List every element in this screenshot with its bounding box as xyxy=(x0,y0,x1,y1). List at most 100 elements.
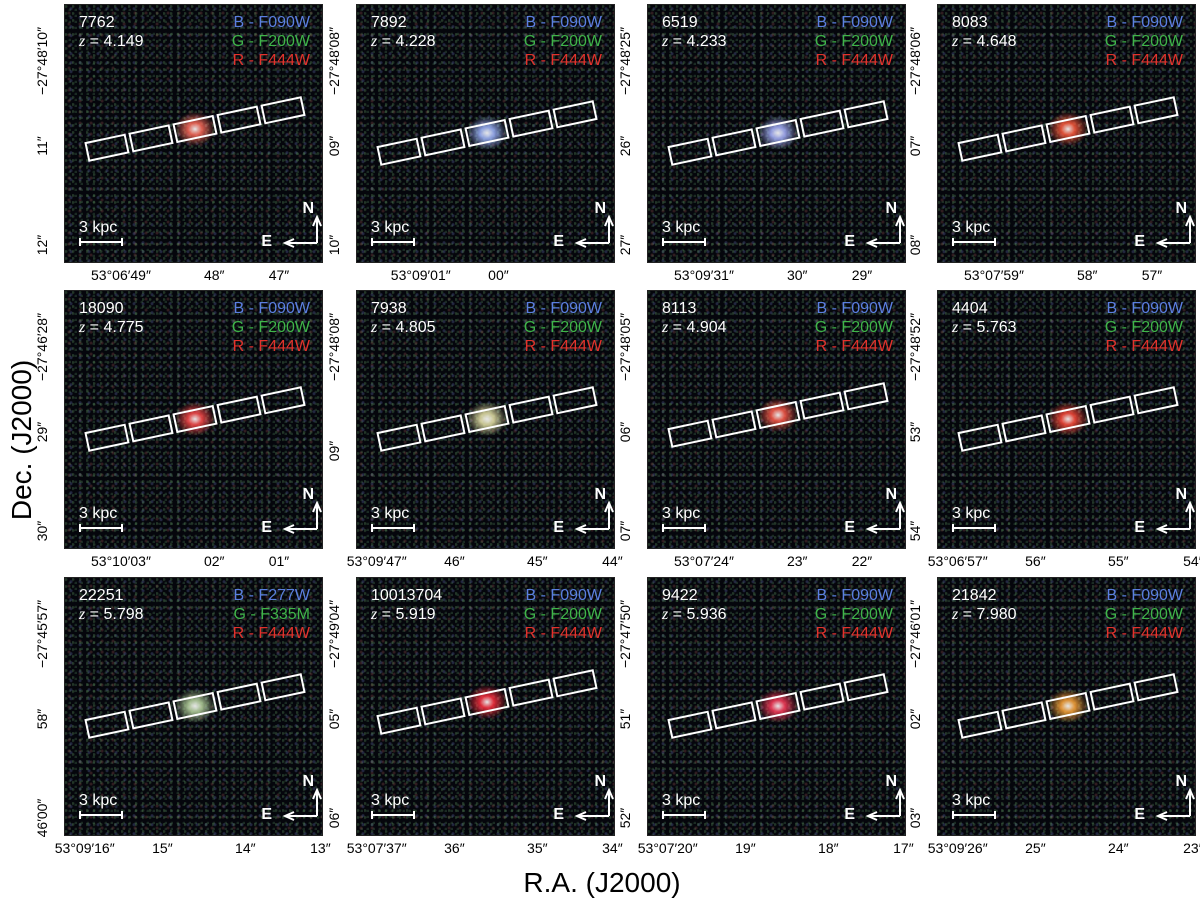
north-label: N xyxy=(885,200,897,217)
scale-bar xyxy=(952,238,996,246)
band-label: B - F090W xyxy=(525,14,602,31)
redshift-label: z = 5.798 xyxy=(79,606,144,624)
band-label: B - F090W xyxy=(816,300,893,317)
slit-shutter xyxy=(843,673,889,702)
compass-arrows xyxy=(865,214,905,248)
slit-shutter xyxy=(1045,691,1091,721)
compass-arrows xyxy=(574,500,614,534)
panel-graphics xyxy=(667,382,905,534)
dec-tick-label: −27°48′52″ xyxy=(907,312,923,382)
band-label: R - F444W xyxy=(524,625,602,642)
slit-shutter xyxy=(464,118,510,148)
image-panel: 7762 z = 4.149 B - F090W G - F200W R - F444W… xyxy=(64,4,323,263)
dec-tick-label: −27°49′04″ xyxy=(326,599,342,669)
band-label: B - F090W xyxy=(525,587,602,604)
slit-shutter xyxy=(711,128,757,157)
redshift-value: = 4.648 xyxy=(958,33,1017,50)
ra-tick-label: 23″ xyxy=(1183,840,1200,856)
redshift-value: = 5.936 xyxy=(668,606,727,623)
slit-shutter xyxy=(667,710,713,739)
galaxy-blob xyxy=(1048,689,1088,723)
dec-tick-label: −27°47′50″ xyxy=(617,599,633,669)
ra-tick-label: 24″ xyxy=(1108,840,1129,856)
image-panel: 8113 z = 4.904 B - F090W G - F200W R - F444W… xyxy=(647,290,906,549)
object-id: 7938 xyxy=(371,300,407,317)
redshift-label: z = 7.980 xyxy=(952,606,1017,624)
scale-label: 3 kpc xyxy=(662,219,701,236)
ra-tick-label: 53°07′37″ xyxy=(346,840,407,856)
msa-slitlets xyxy=(84,96,306,162)
compass-arrows xyxy=(1155,787,1195,821)
msa-slitlets xyxy=(667,382,889,448)
slit-shutter xyxy=(128,701,174,730)
panel-graphics xyxy=(376,100,614,248)
redshift-value: = 5.919 xyxy=(377,606,436,623)
ra-tick-label: 47″ xyxy=(268,267,290,283)
slit-shutter xyxy=(420,697,466,726)
scale-bar xyxy=(952,811,996,819)
ra-tick-label: 53°09′47″ xyxy=(346,553,407,569)
ra-tick-label: 23″ xyxy=(786,553,808,569)
msa-slitlets xyxy=(376,386,598,452)
dec-tick-label: −27°48′05″ xyxy=(617,312,633,382)
slit-shutter xyxy=(464,687,510,717)
slit-shutter xyxy=(84,423,130,452)
dec-tick-label: 51″ xyxy=(617,709,633,730)
band-label: R - F444W xyxy=(232,338,310,355)
ra-tick-label: 02″ xyxy=(203,553,225,569)
band-label: B - F277W xyxy=(233,587,310,604)
scale-bar xyxy=(662,238,706,246)
image-panel: 7938 z = 4.805 B - F090W G - F200W R - F444W… xyxy=(356,290,615,549)
slit-shutter xyxy=(1089,682,1135,711)
scale-bar xyxy=(79,811,123,819)
band-label: G - F200W xyxy=(523,319,602,336)
msa-slitlets xyxy=(957,96,1179,162)
ra-tick-label: 17″ xyxy=(893,840,914,856)
north-label: N xyxy=(1175,200,1187,217)
dec-tick-label: 07″ xyxy=(907,136,923,157)
compass-arrows xyxy=(574,787,614,821)
scale-label: 3 kpc xyxy=(952,219,991,236)
redshift-symbol: z xyxy=(371,606,378,623)
panel-graphics xyxy=(376,669,614,821)
band-label: R - F444W xyxy=(815,625,893,642)
dec-tick-label: −27°48′06″ xyxy=(907,26,923,96)
dec-tick-label: 10″ xyxy=(326,234,342,256)
dec-tick-label: 05″ xyxy=(326,709,342,730)
slit-shutter xyxy=(755,691,801,721)
dec-tick-label: 06″ xyxy=(617,422,633,443)
image-panel: 22251 z = 5.798 B - F277W G - F335M R - F444… xyxy=(64,577,323,836)
panel-graphics xyxy=(667,100,905,248)
band-label: R - F444W xyxy=(232,625,310,642)
msa-slitlets xyxy=(667,100,889,166)
north-label: N xyxy=(885,773,897,790)
dec-tick-label: 03″ xyxy=(907,807,923,829)
redshift-value: = 5.798 xyxy=(85,606,144,623)
ra-tick-label: 58″ xyxy=(1076,267,1098,283)
ra-tick-label: 53°07′24″ xyxy=(674,553,734,569)
band-label: G - F200W xyxy=(231,33,310,50)
ra-tick-label: 30″ xyxy=(786,267,808,283)
dec-tick-label: 02″ xyxy=(907,709,923,730)
dec-tick-label: 09″ xyxy=(326,136,342,157)
galaxy-blob xyxy=(175,689,215,723)
dec-tick-label: −27°48′25″ xyxy=(617,26,633,96)
galaxy-blob xyxy=(467,402,507,436)
scale-label: 3 kpc xyxy=(952,792,991,809)
ra-tick-label: 18″ xyxy=(818,840,839,856)
compass-arrows xyxy=(574,214,614,248)
redshift-value: = 4.228 xyxy=(377,33,436,50)
band-label: R - F444W xyxy=(1105,52,1183,69)
scale-label: 3 kpc xyxy=(79,792,118,809)
east-label: E xyxy=(261,519,272,536)
dec-tick-label: −27°48′10″ xyxy=(34,26,50,96)
band-label: G - F200W xyxy=(1104,33,1183,50)
north-label: N xyxy=(885,486,897,503)
redshift-symbol: z xyxy=(662,606,669,623)
ra-tick-label: 34″ xyxy=(602,840,623,856)
slit-shutter xyxy=(216,395,262,424)
slit-shutter xyxy=(1045,404,1091,434)
slit-shutter xyxy=(957,423,1003,452)
slit-shutter xyxy=(128,414,174,443)
